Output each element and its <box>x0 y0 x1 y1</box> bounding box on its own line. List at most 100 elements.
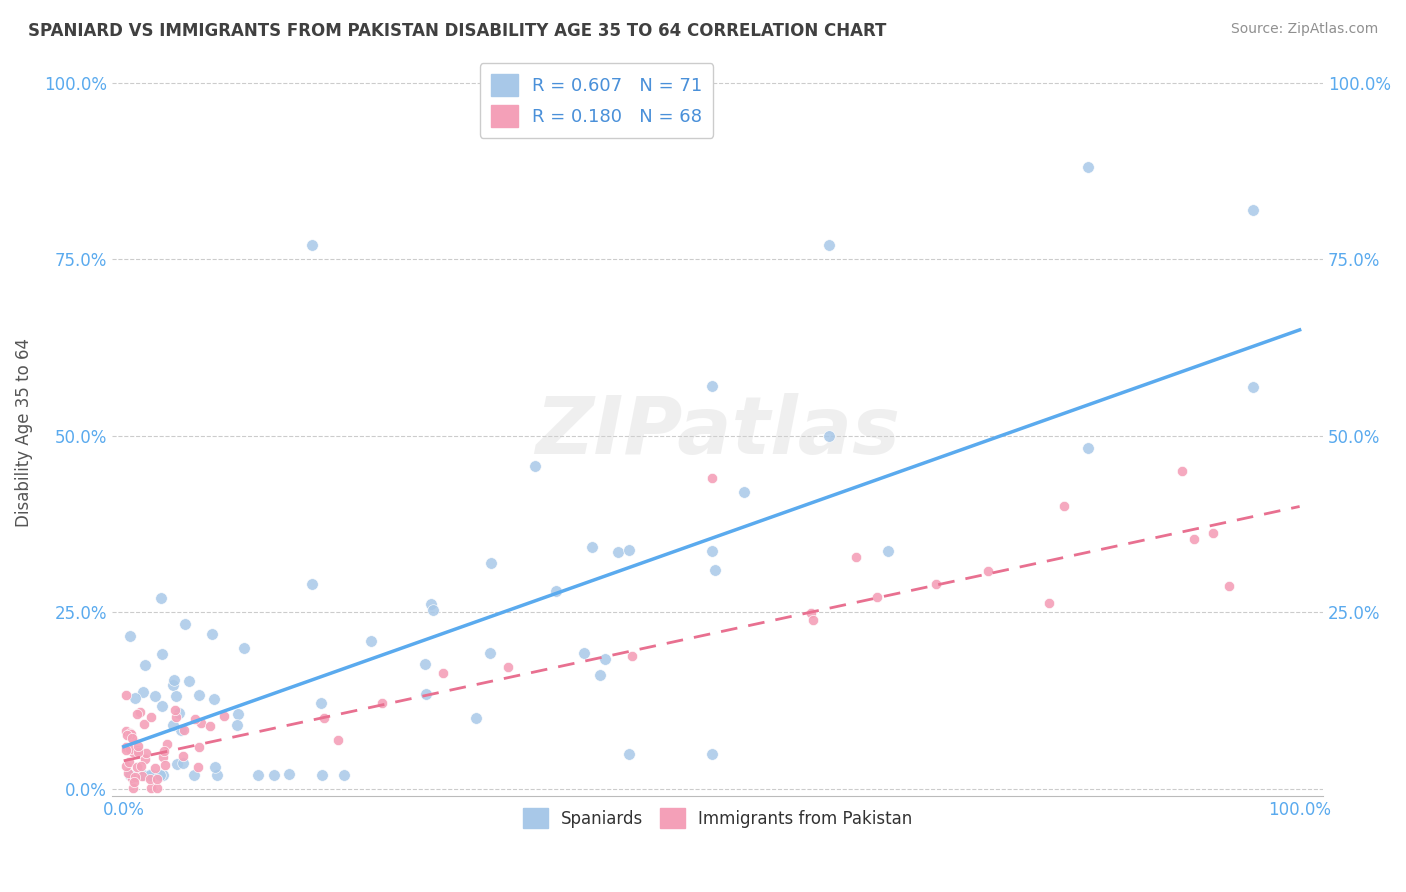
Point <box>478 647 501 661</box>
Point <box>204 759 226 773</box>
Point <box>202 692 225 706</box>
Point <box>415 657 437 672</box>
Point <box>1202 525 1225 540</box>
Point <box>148 768 170 782</box>
Point <box>184 712 207 726</box>
Point <box>1241 379 1264 393</box>
Point <box>153 758 176 772</box>
Point <box>1053 500 1076 514</box>
Point <box>127 760 149 774</box>
Point <box>131 759 153 773</box>
Point <box>479 556 502 570</box>
Point <box>153 744 176 758</box>
Point <box>173 616 195 631</box>
Point <box>225 718 247 732</box>
Point <box>572 646 595 660</box>
Point <box>173 723 195 737</box>
Point <box>172 756 194 770</box>
Point <box>333 768 356 782</box>
Point <box>131 768 153 782</box>
Point <box>370 696 392 710</box>
Point <box>143 761 166 775</box>
Point <box>422 603 444 617</box>
Point <box>139 710 162 724</box>
Point <box>312 711 335 725</box>
Point <box>207 768 229 782</box>
Point <box>877 544 900 558</box>
Point <box>186 759 208 773</box>
Point <box>127 745 149 759</box>
Point <box>619 543 641 558</box>
Point <box>162 717 184 731</box>
Point <box>115 758 138 772</box>
Point <box>544 584 567 599</box>
Point <box>128 705 150 719</box>
Point <box>581 540 603 554</box>
Point <box>122 780 145 795</box>
Point <box>170 723 193 737</box>
Point <box>166 756 188 771</box>
Point <box>188 739 211 754</box>
Point <box>977 564 1000 578</box>
Point <box>165 689 187 703</box>
Point <box>800 606 823 620</box>
Point <box>115 728 138 742</box>
Point <box>419 597 441 611</box>
Point <box>150 591 173 605</box>
Point <box>115 743 138 757</box>
Point <box>150 699 173 714</box>
Point <box>134 658 156 673</box>
Point <box>125 706 148 721</box>
Point <box>818 238 841 252</box>
Point <box>198 719 221 733</box>
Point <box>131 769 153 783</box>
Point <box>866 591 889 605</box>
Point <box>134 716 156 731</box>
Point <box>183 768 205 782</box>
Point <box>588 667 610 681</box>
Point <box>121 731 143 746</box>
Point <box>169 706 191 720</box>
Point <box>143 689 166 703</box>
Point <box>301 238 323 252</box>
Point <box>118 768 141 782</box>
Point <box>165 703 187 717</box>
Point <box>118 629 141 643</box>
Point <box>1038 596 1060 610</box>
Point <box>607 545 630 559</box>
Point <box>117 766 139 780</box>
Point <box>845 549 868 564</box>
Point <box>233 640 256 655</box>
Point <box>415 687 437 701</box>
Point <box>150 648 173 662</box>
Point <box>118 755 141 769</box>
Point <box>1241 202 1264 217</box>
Point <box>1077 161 1099 175</box>
Point <box>165 710 187 724</box>
Point <box>122 774 145 789</box>
Point <box>145 772 167 786</box>
Text: Source: ZipAtlas.com: Source: ZipAtlas.com <box>1230 22 1378 37</box>
Point <box>152 750 174 764</box>
Point <box>619 747 641 761</box>
Point <box>125 743 148 757</box>
Point <box>115 740 138 755</box>
Point <box>188 688 211 702</box>
Legend: Spaniards, Immigrants from Pakistan: Spaniards, Immigrants from Pakistan <box>516 801 920 835</box>
Point <box>135 747 157 761</box>
Point <box>115 688 138 702</box>
Point <box>120 727 142 741</box>
Point <box>1171 464 1194 478</box>
Point <box>132 685 155 699</box>
Point <box>301 577 323 591</box>
Point <box>152 768 174 782</box>
Point <box>1077 442 1099 456</box>
Point <box>465 711 488 725</box>
Point <box>122 732 145 747</box>
Point <box>496 659 519 673</box>
Point <box>801 613 824 627</box>
Point <box>124 770 146 784</box>
Point <box>124 690 146 705</box>
Point <box>134 752 156 766</box>
Point <box>118 741 141 756</box>
